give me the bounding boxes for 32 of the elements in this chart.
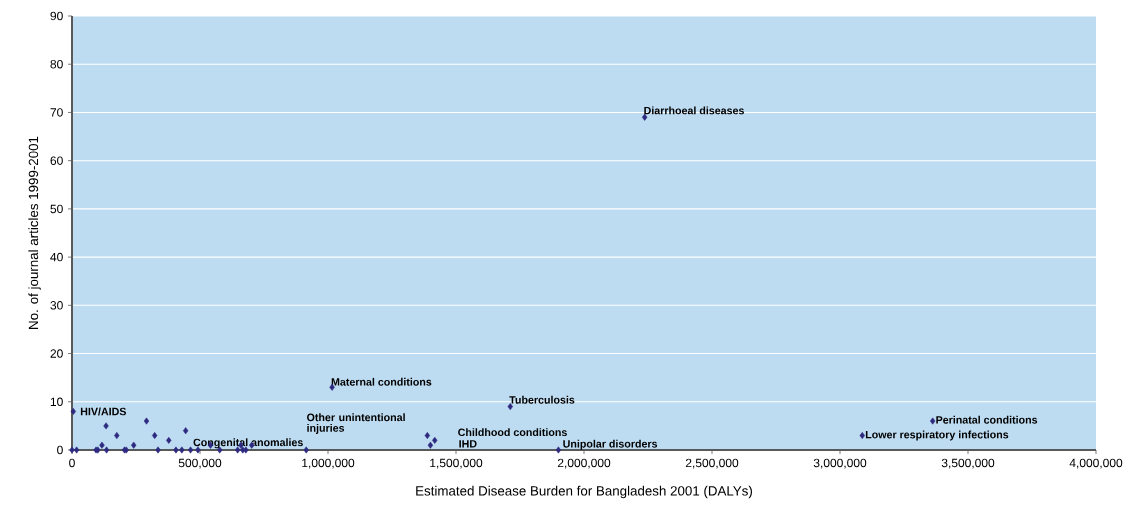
annotation: Other unintentional injuries bbox=[307, 413, 405, 434]
annotation: IHD bbox=[459, 440, 477, 448]
x-tick-label: 500,000 bbox=[178, 458, 222, 469]
annotation: HIV/AIDS bbox=[80, 407, 127, 416]
y-axis-title: No. of journal articles 1999-2001 bbox=[28, 136, 41, 329]
y-tick-label: 20 bbox=[50, 349, 63, 358]
y-tick-label: 80 bbox=[50, 59, 63, 69]
annotation: Lower respiratory infections bbox=[865, 430, 1009, 441]
y-tick-label: 50 bbox=[50, 204, 63, 214]
y-tick-label: 0 bbox=[57, 445, 63, 455]
annotation: Perinatal conditions bbox=[936, 415, 1038, 424]
y-tick-label: 90 bbox=[50, 11, 63, 21]
x-axis-title: Estimated Disease Burden for Bangladesh 2001 (DALYs) bbox=[416, 485, 752, 499]
annotation: Maternal conditions bbox=[331, 377, 432, 386]
x-tick-label: 3,000,000 bbox=[813, 458, 867, 469]
x-tick-label: 2,500,000 bbox=[685, 458, 739, 469]
y-tick-label: 30 bbox=[50, 301, 63, 310]
x-tick-label: 2,000,000 bbox=[557, 458, 611, 469]
x-tick-label: 3,500,000 bbox=[941, 458, 995, 469]
annotation: Childhood conditions bbox=[458, 428, 567, 437]
x-tick-label: 0 bbox=[69, 458, 75, 468]
y-tick-label: 60 bbox=[50, 156, 63, 165]
x-tick-label: 1,000,000 bbox=[302, 458, 355, 469]
annotation: Unipolar disorders bbox=[563, 439, 658, 450]
y-tick-label: 70 bbox=[50, 108, 63, 117]
x-tick-label: 1,500,000 bbox=[430, 458, 483, 469]
x-tick-label: 4,000,000 bbox=[1069, 458, 1123, 469]
y-tick-label: 40 bbox=[50, 252, 63, 262]
annotation: Tuberculosis bbox=[509, 395, 575, 404]
annotation: Diarrhoeal diseases bbox=[644, 106, 744, 115]
annotation: Congenital anomalies bbox=[193, 438, 303, 449]
y-tick-label: 10 bbox=[50, 397, 63, 407]
